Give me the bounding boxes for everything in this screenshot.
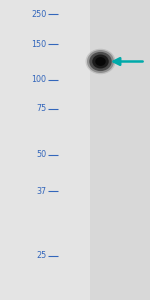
Ellipse shape [87,50,114,73]
Text: 37: 37 [36,187,46,196]
Text: 250: 250 [31,10,46,19]
Ellipse shape [92,55,109,68]
Ellipse shape [89,52,112,71]
Text: 150: 150 [31,40,46,49]
Text: 25: 25 [36,251,46,260]
Ellipse shape [95,57,106,66]
Text: 100: 100 [32,75,46,84]
Bar [90,0,150,300]
Ellipse shape [85,49,116,74]
Text: 75: 75 [36,104,46,113]
Text: 50: 50 [36,150,46,159]
Bar [0,0,90,300]
